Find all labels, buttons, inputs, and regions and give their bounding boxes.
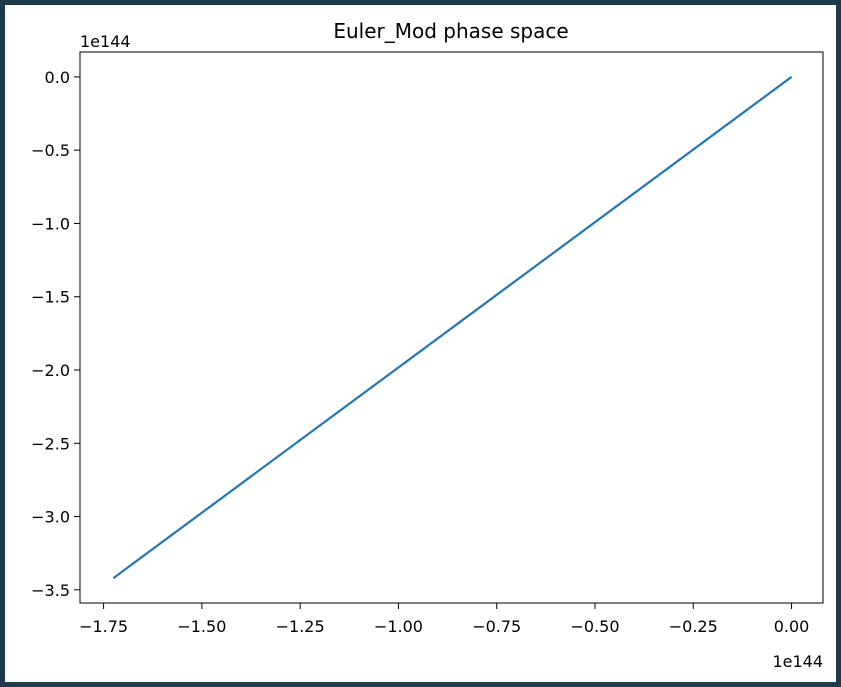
x-axis-ticks: −1.75 −1.50 −1.25 −1.00 −0.75 −0.50 −0.25 0.00 xyxy=(79,603,809,636)
x-tick-label: −1.50 xyxy=(177,617,226,636)
x-tick-label: −1.00 xyxy=(374,617,423,636)
y-tick-label: −2.0 xyxy=(31,361,70,380)
y-axis-offset-label: 1e144 xyxy=(80,32,131,51)
y-tick-label: −0.5 xyxy=(31,141,70,160)
x-tick-label: −0.25 xyxy=(669,617,718,636)
x-tick-label: −1.75 xyxy=(79,617,128,636)
y-tick-label: −2.5 xyxy=(31,434,70,453)
y-tick-label: 0.0 xyxy=(45,68,70,87)
x-tick-label: 0.00 xyxy=(774,617,810,636)
chart-figure: Euler_Mod phase space 1e144 1e144 −1.75−… xyxy=(5,5,836,682)
chart-title: Euler_Mod phase space xyxy=(333,19,568,43)
series-line-0 xyxy=(112,76,793,579)
plot-area-frame xyxy=(79,51,824,604)
chart-canvas: Euler_Mod phase space 1e144 1e144 −1.75−… xyxy=(31,19,824,671)
y-tick-label: −3.0 xyxy=(31,508,70,527)
series-layer xyxy=(112,76,793,579)
y-tick-label: −1.0 xyxy=(31,214,70,233)
y-axis-ticks: 0.0 −0.5 −1.0 −1.5 −2.0 −2.5 −3.0 −3.5 xyxy=(31,68,80,600)
y-tick-label: −3.5 xyxy=(31,581,70,600)
x-tick-label: −0.75 xyxy=(472,617,521,636)
x-tick-label: −1.25 xyxy=(276,617,325,636)
x-tick-label: −0.50 xyxy=(570,617,619,636)
y-tick-label: −1.5 xyxy=(31,288,70,307)
x-axis-offset-label: 1e144 xyxy=(772,652,823,671)
